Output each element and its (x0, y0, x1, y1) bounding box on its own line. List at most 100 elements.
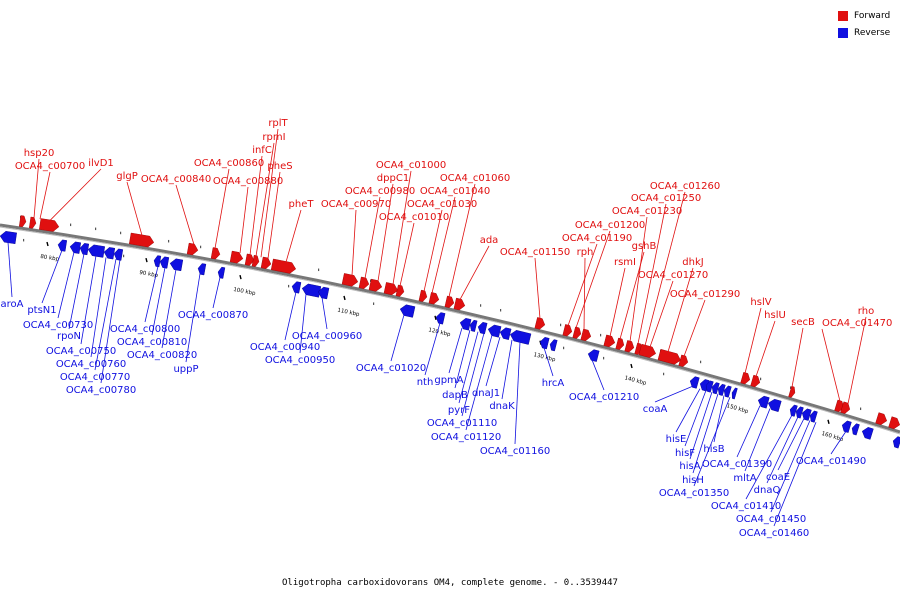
gene-label-oca4-c01350[interactable]: OCA4_c01350 (659, 488, 729, 499)
gene-label-oca4-c01010[interactable]: OCA4_c01010 (379, 212, 449, 223)
gene-label-oca4-c01110[interactable]: OCA4_c01110 (427, 418, 497, 429)
gene-label-mlta[interactable]: mltA (733, 473, 756, 484)
gene-label-oca4-c01000[interactable]: OCA4_c01000 (376, 160, 446, 171)
gene-label-dnak[interactable]: dnaK (489, 401, 515, 412)
reverse-gene-arrow[interactable] (469, 319, 478, 332)
forward-gene-arrow[interactable] (580, 328, 592, 342)
gene-label-hisb[interactable]: hisB (703, 444, 724, 455)
reverse-gene-arrow[interactable] (757, 395, 770, 409)
gene-label-oca4-c01410[interactable]: OCA4_c01410 (711, 501, 781, 512)
gene-label-oca4-c01030[interactable]: OCA4_c01030 (407, 199, 477, 210)
forward-gene-arrow[interactable] (229, 250, 244, 264)
gene-label-oca4-c01450[interactable]: OCA4_c01450 (736, 514, 806, 525)
reverse-gene-arrow[interactable] (689, 376, 700, 389)
reverse-gene-arrow[interactable] (487, 324, 502, 338)
forward-gene-arrow[interactable] (341, 273, 359, 287)
gene-label-oca4-c00750[interactable]: OCA4_c00750 (46, 346, 116, 357)
reverse-gene-arrow[interactable] (217, 266, 226, 279)
gene-label-oca4-c00860[interactable]: OCA4_c00860 (194, 158, 264, 169)
reverse-gene-arrow[interactable] (789, 404, 798, 417)
reverse-gene-arrow[interactable] (892, 436, 900, 449)
reverse-gene-arrow[interactable] (57, 239, 68, 252)
gene-label-oca4-c01250[interactable]: OCA4_c01250 (631, 193, 701, 204)
gene-label-oca4-c00730[interactable]: OCA4_c00730 (23, 320, 93, 331)
gene-label-oca4-c01260[interactable]: OCA4_c01260 (650, 181, 720, 192)
gene-label-phes[interactable]: pheS (267, 161, 292, 172)
forward-gene-arrow[interactable] (453, 297, 466, 311)
forward-gene-arrow[interactable] (251, 255, 260, 267)
forward-gene-arrow[interactable] (888, 416, 900, 430)
forward-gene-arrow[interactable] (39, 218, 60, 233)
reverse-gene-arrow[interactable] (809, 410, 818, 423)
gene-label-oca4-c00810[interactable]: OCA4_c00810 (117, 337, 187, 348)
reverse-gene-arrow[interactable] (767, 398, 782, 412)
gene-label-pyrf[interactable]: pyrF (448, 405, 470, 416)
forward-gene-arrow[interactable] (572, 326, 583, 339)
reverse-gene-arrow[interactable] (169, 258, 184, 272)
gene-label-oca4-c01490[interactable]: OCA4_c01490 (796, 456, 866, 467)
gene-label-oca4-c01290[interactable]: OCA4_c01290 (670, 289, 740, 300)
gene-label-hslv[interactable]: hslV (750, 297, 771, 308)
gene-label-oca4-c01160[interactable]: OCA4_c01160 (480, 446, 550, 457)
gene-label-rho[interactable]: rho (858, 306, 874, 317)
gene-label-oca4-c01020[interactable]: OCA4_c01020 (356, 363, 426, 374)
gene-label-oca4-c01270[interactable]: OCA4_c01270 (638, 270, 708, 281)
reverse-gene-arrow[interactable] (539, 336, 550, 350)
forward-gene-arrow[interactable] (678, 354, 690, 368)
forward-gene-arrow[interactable] (358, 276, 370, 290)
forward-gene-arrow[interactable] (186, 242, 199, 256)
gene-label-oca4-c00760[interactable]: OCA4_c00760 (56, 359, 126, 370)
gene-label-dppc1[interactable]: dppC1 (377, 173, 409, 184)
gene-label-oca4-c00940[interactable]: OCA4_c00940 (250, 342, 320, 353)
gene-label-aroa[interactable]: aroA (1, 299, 24, 310)
gene-label-oca4-c01390[interactable]: OCA4_c01390 (702, 459, 772, 470)
forward-gene-arrow[interactable] (562, 324, 573, 337)
reverse-gene-arrow[interactable] (435, 312, 446, 325)
gene-label-gpma[interactable]: gpmA (434, 375, 463, 386)
reverse-gene-arrow[interactable] (399, 304, 416, 318)
forward-gene-arrow[interactable] (210, 247, 221, 260)
gene-label-ilvd1[interactable]: ilvD1 (88, 158, 114, 169)
forward-gene-arrow[interactable] (624, 340, 636, 353)
gene-label-oca4-c00800[interactable]: OCA4_c00800 (110, 324, 180, 335)
gene-label-oca4-c00780[interactable]: OCA4_c00780 (66, 385, 136, 396)
forward-gene-arrow[interactable] (129, 232, 155, 248)
reverse-gene-arrow[interactable] (705, 380, 714, 393)
gene-label-glgp[interactable]: glgP (116, 171, 138, 182)
gene-label-hish[interactable]: hisH (682, 475, 704, 486)
gene-label-oca4-c00820[interactable]: OCA4_c00820 (127, 350, 197, 361)
gene-label-phet[interactable]: pheT (289, 199, 315, 210)
gene-label-rplt[interactable]: rplT (268, 118, 288, 129)
reverse-gene-arrow[interactable] (103, 247, 116, 260)
reverse-gene-arrow[interactable] (841, 420, 852, 433)
reverse-gene-arrow[interactable] (717, 383, 726, 396)
forward-gene-arrow[interactable] (418, 289, 428, 302)
forward-gene-arrow[interactable] (740, 372, 752, 385)
reverse-gene-arrow[interactable] (587, 349, 600, 362)
gene-label-oca4-c00970[interactable]: OCA4_c00970 (321, 199, 391, 210)
gene-label-infc[interactable]: infC (252, 145, 272, 156)
gene-label-oca4-c01040[interactable]: OCA4_c01040 (420, 186, 490, 197)
reverse-gene-arrow[interactable] (301, 283, 322, 298)
gene-label-oca4-c01470[interactable]: OCA4_c01470 (822, 318, 892, 329)
gene-label-dhkj[interactable]: dhkJ (682, 257, 703, 268)
gene-label-hrca[interactable]: hrcA (542, 378, 565, 389)
forward-gene-arrow[interactable] (657, 349, 682, 365)
forward-gene-arrow[interactable] (270, 258, 297, 274)
reverse-gene-arrow[interactable] (87, 244, 106, 258)
gene-label-oca4-c00960[interactable]: OCA4_c00960 (292, 331, 362, 342)
forward-gene-arrow[interactable] (244, 253, 255, 266)
reverse-gene-arrow[interactable] (851, 423, 860, 436)
reverse-gene-arrow[interactable] (861, 426, 874, 440)
reverse-gene-arrow[interactable] (291, 281, 302, 294)
gene-label-ptsn1[interactable]: ptsN1 (27, 305, 56, 316)
gene-label-rsmi[interactable]: rsmI (614, 257, 636, 268)
gene-label-dapb[interactable]: dapB (442, 390, 468, 401)
reverse-gene-arrow[interactable] (159, 256, 170, 269)
gene-label-oca4-c01190[interactable]: OCA4_c01190 (562, 233, 632, 244)
gene-label-oca4-c01150[interactable]: OCA4_c01150 (500, 247, 570, 258)
forward-gene-arrow[interactable] (875, 412, 889, 426)
gene-label-oca4-c00840[interactable]: OCA4_c00840 (141, 174, 211, 185)
forward-gene-arrow[interactable] (395, 284, 405, 297)
gene-label-coaa[interactable]: coaA (643, 404, 668, 415)
